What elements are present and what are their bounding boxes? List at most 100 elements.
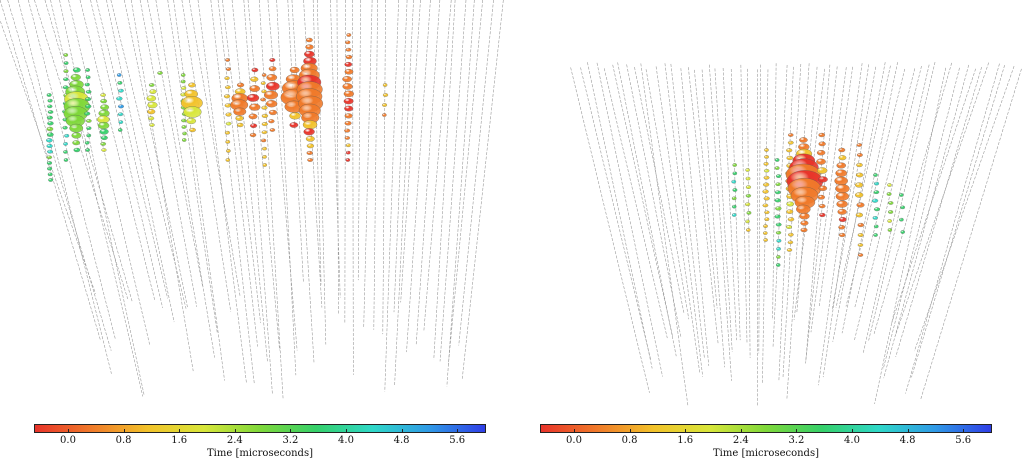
detector-string [818,63,863,386]
detector-string [357,0,361,281]
hit-sphere [226,149,231,153]
hit-sphere [182,138,187,142]
hit-sphere [344,61,353,67]
right-colorbar-tick-label: 1.6 [677,435,694,446]
hit-sphere [345,158,351,162]
hit-sphere [745,219,750,224]
hit-sphere [84,111,91,116]
hit-sphere [763,162,769,166]
right-colorbar-tick-label: 5.6 [955,435,972,446]
hit-spheres [46,33,389,182]
detector-string [7,0,112,351]
left-colorbar-tick [346,429,347,433]
hit-sphere [818,203,826,209]
hit-sphere [763,182,770,187]
hit-sphere [64,134,70,138]
hit-sphere [223,94,231,99]
hit-sphere [855,172,864,178]
detector-string [433,0,456,360]
hit-sphere [265,100,278,108]
hit-sphere [47,166,53,171]
left-colorbar-tick [68,429,69,433]
hit-spheres [731,132,905,267]
hit-sphere [118,120,124,124]
left-colorbar-tick-label: 0.8 [115,435,132,446]
hit-sphere [775,206,782,211]
detector-string [868,62,936,341]
hit-sphere [269,58,276,62]
hit-sphere [732,204,737,209]
hit-sphere [63,158,69,162]
hit-sphere [148,83,155,87]
hit-sphere [774,190,781,195]
hit-sphere [900,230,905,234]
hit-sphere [262,155,267,159]
hit-sphere [46,155,53,160]
hit-sphere [818,132,826,138]
hit-sphere [225,58,230,62]
hit-sphere [819,212,826,218]
hit-sphere [342,83,353,90]
hit-sphere [306,143,315,149]
hit-sphere [786,225,792,229]
hit-sphere [345,40,351,45]
hit-sphere [345,143,351,148]
hit-sphere [118,128,123,132]
detector-string [173,0,225,381]
detector-string [336,0,339,314]
left-colorbar-gradient [34,424,486,433]
right-colorbar-tick [907,429,909,433]
detector-string [688,67,719,345]
detector-string [352,0,354,375]
hit-sphere [899,193,904,197]
hit-sphere [346,33,352,37]
hit-sphere [857,222,865,228]
left-colorbar-tick-label: 1.6 [171,435,188,446]
hit-sphere [117,112,124,117]
detector-string [873,62,952,334]
hit-sphere [62,85,69,90]
hit-sphere [305,136,315,142]
hit-sphere [269,128,276,132]
right-colorbar-tick [852,429,853,433]
detector-string [782,63,802,377]
hit-sphere [47,149,53,154]
detector-string [841,62,898,334]
hit-sphere [84,97,92,102]
detector-string [914,66,1015,352]
detector-string [670,63,705,359]
detector-string [772,63,777,320]
hit-sphere [745,176,751,181]
hit-sphere [260,97,266,102]
hit-sphere [46,93,52,97]
detector-string [231,0,268,363]
hit-sphere [774,158,780,162]
hit-sphere [262,146,267,151]
detector-string [267,0,298,351]
hit-sphere [149,123,155,127]
hit-sphere [835,169,848,177]
hit-sphere [62,125,68,130]
hit-sphere [249,132,257,138]
hit-sphere [776,247,781,251]
hit-sphere [181,86,187,90]
detector-string [911,65,1005,378]
hit-sphere [180,73,186,77]
hit-sphere [344,128,351,133]
hit-sphere [100,98,108,104]
hit-sphere [774,214,781,219]
hit-sphere [268,119,275,124]
hit-sphere [47,110,54,114]
detector-string [458,0,494,346]
hit-sphere [248,113,258,120]
hit-sphere [182,131,187,136]
hit-sphere [786,201,794,207]
detector-string [894,62,990,337]
hit-sphere [838,147,846,153]
hit-sphere [71,132,82,139]
hit-sphere [261,138,267,143]
right-colorbar-tick [796,429,798,433]
detector-string [243,0,273,395]
detector-string [883,64,970,379]
detector-string [363,0,373,329]
